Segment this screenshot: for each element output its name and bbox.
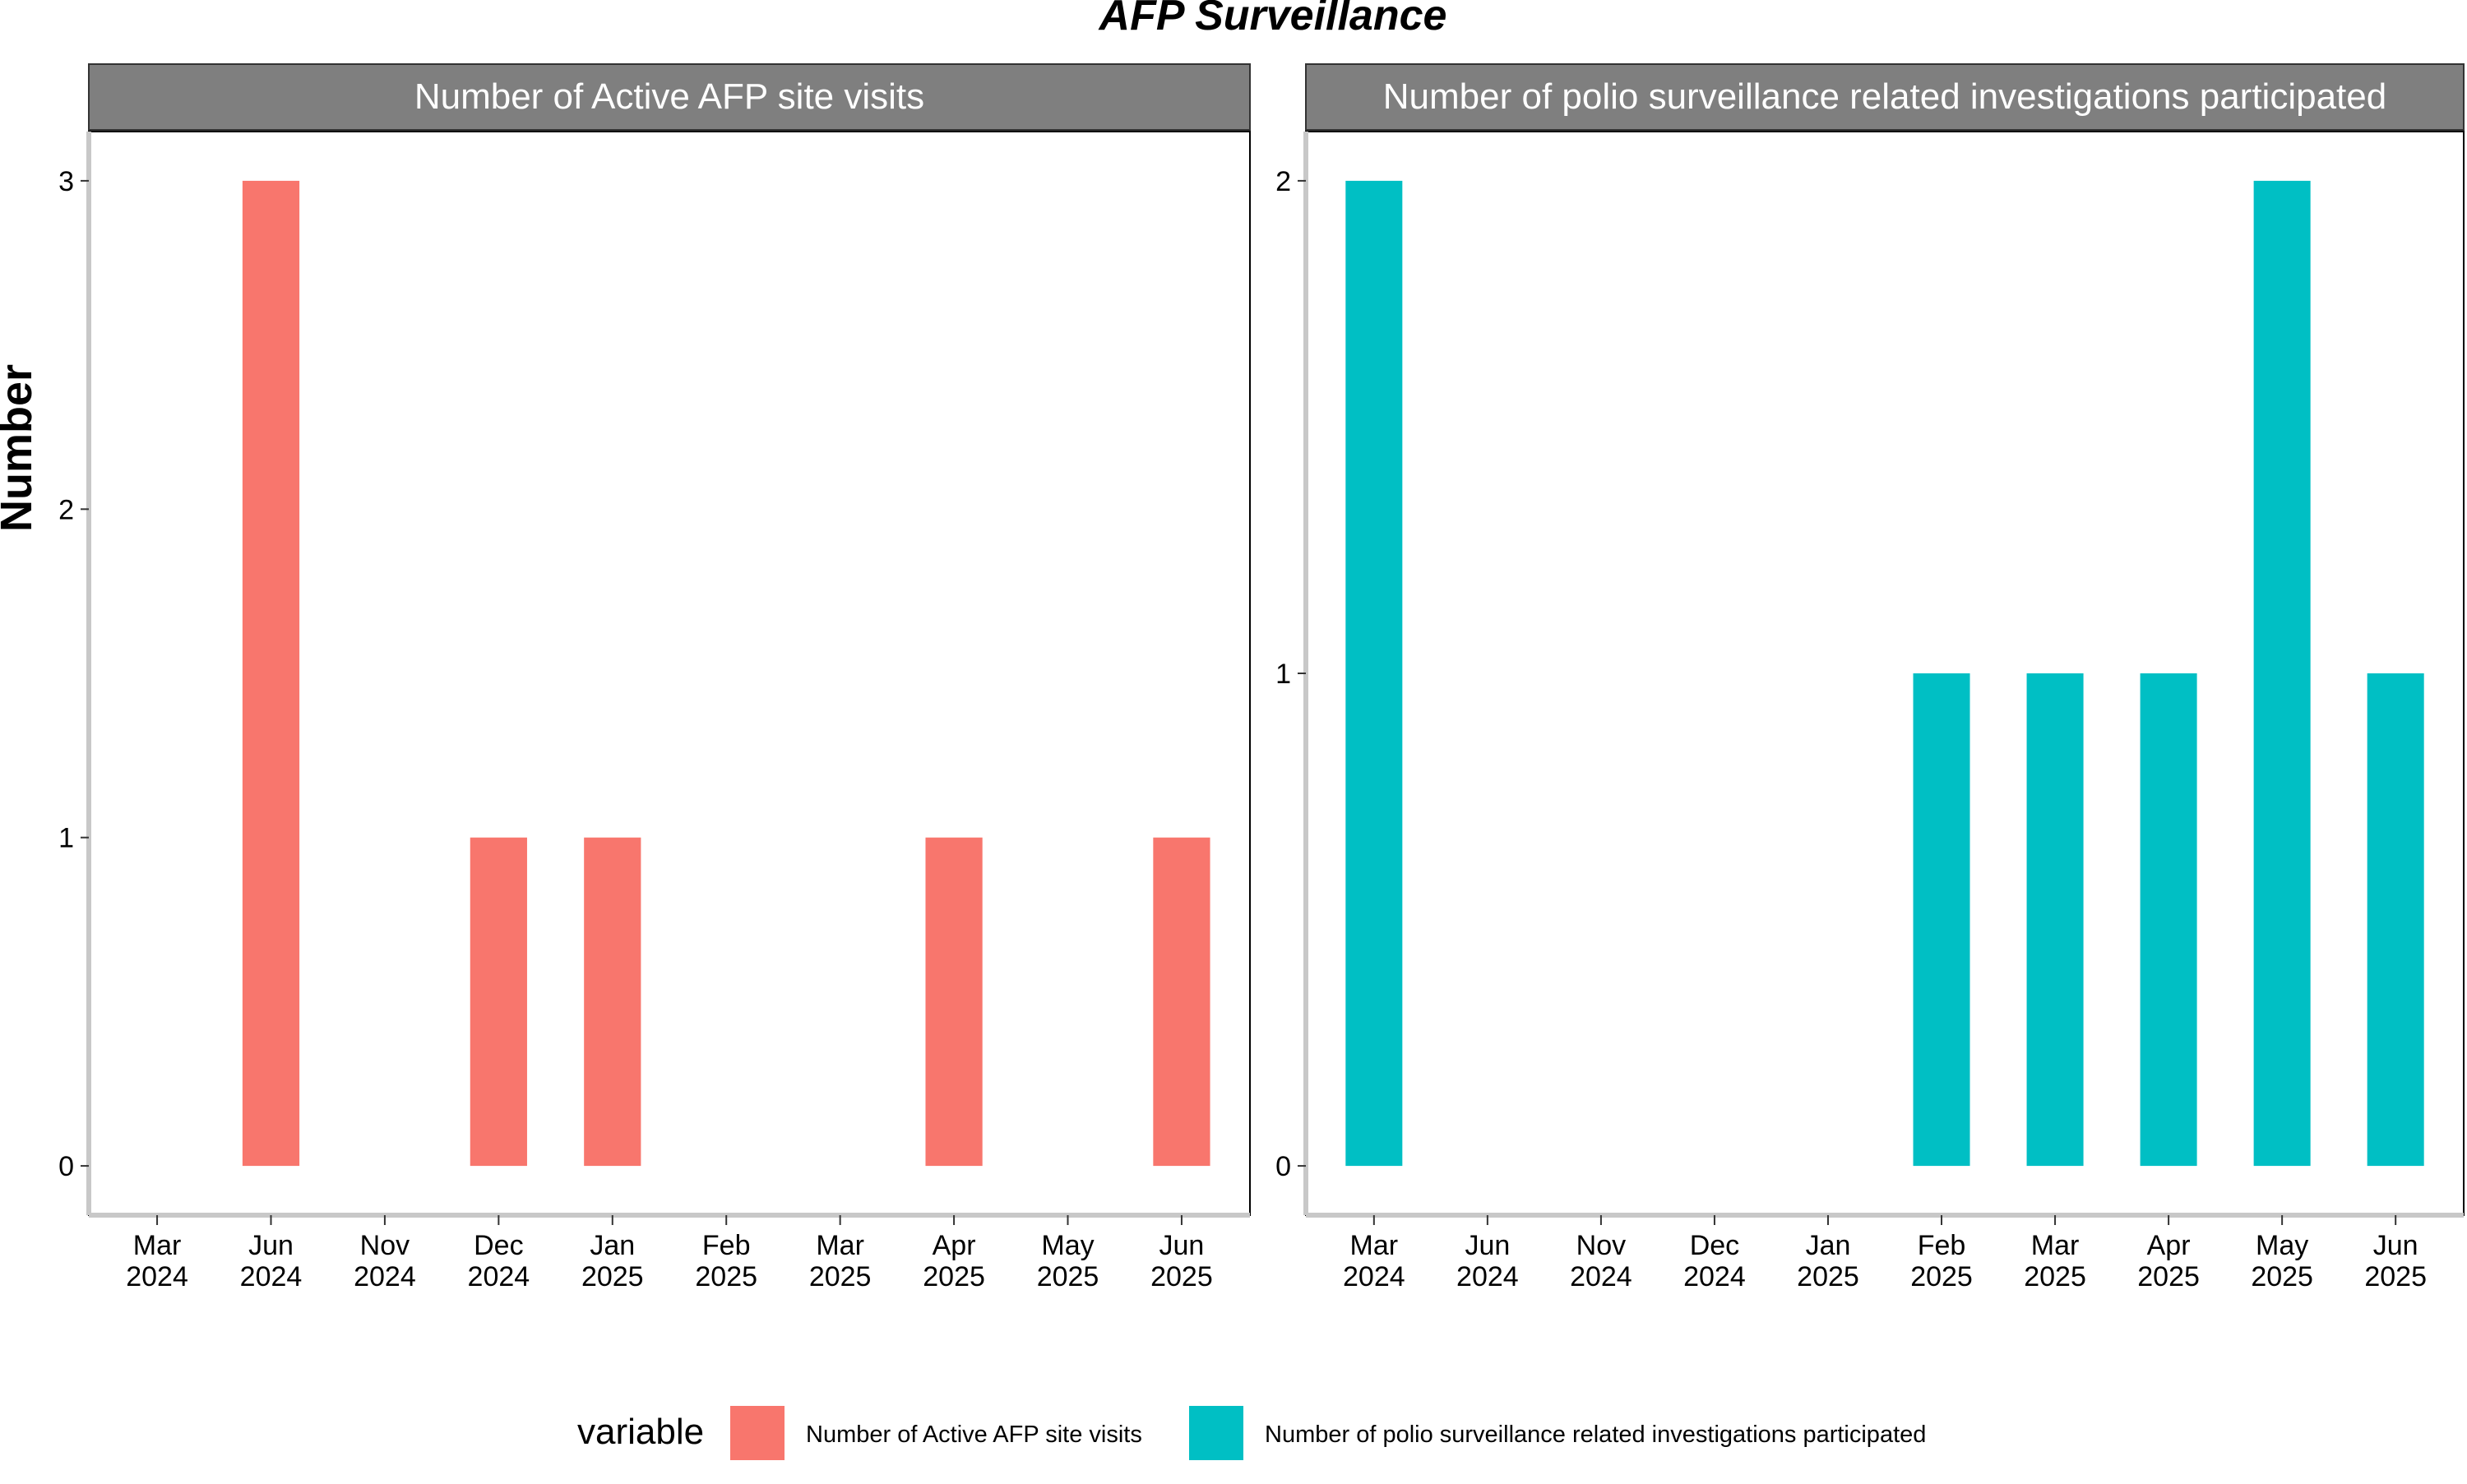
panel-title: Number of polio surveillance related inv… — [1383, 76, 2386, 117]
x-tick-label-line: Jan — [1806, 1230, 1851, 1261]
panel-2: Number of polio surveillance related inv… — [1275, 63, 2465, 1292]
x-tick-label-line: Jan — [590, 1230, 635, 1261]
y-tick-label: 1 — [58, 823, 74, 854]
x-tick-label-line: Dec — [474, 1230, 523, 1261]
x-tick-label: Mar 2024 — [1343, 1230, 1405, 1292]
legend-key — [1189, 1406, 1243, 1460]
x-tick-label: Jun 2025 — [2364, 1230, 2427, 1292]
legend-title: variable — [577, 1412, 704, 1452]
bar — [2367, 673, 2424, 1167]
y-tick-label: 0 — [58, 1151, 74, 1182]
panel-strip — [88, 63, 1251, 131]
bar — [2026, 673, 2084, 1167]
x-tick-label: May 2025 — [1037, 1230, 1099, 1292]
x-tick-label: Feb 2025 — [1910, 1230, 1973, 1292]
x-tick-label-line: Jun — [1465, 1230, 1510, 1261]
x-tick-label-line: 2024 — [126, 1261, 188, 1292]
y-tick-label: 2 — [1275, 166, 1291, 197]
x-tick-label: Jan 2025 — [1797, 1230, 1859, 1292]
bar — [1153, 837, 1210, 1167]
x-tick-label-line: Mar — [1350, 1230, 1399, 1261]
x-tick-label-line: 2025 — [2137, 1261, 2200, 1292]
x-tick-label: Jun 2024 — [1456, 1230, 1519, 1292]
legend-label: Number of polio surveillance related inv… — [1265, 1422, 1926, 1448]
x-tick-label-line: Jun — [2373, 1230, 2418, 1261]
x-tick-label-line: 2024 — [354, 1261, 416, 1292]
x-tick-label: Jun 2024 — [240, 1230, 303, 1292]
x-tick-label: Jan 2025 — [581, 1230, 644, 1292]
x-tick-label-line: May — [2256, 1230, 2308, 1261]
x-tick-label: Apr 2025 — [2137, 1230, 2200, 1292]
x-tick-label: Nov 2024 — [1570, 1230, 1632, 1292]
x-tick-label-line: Feb — [702, 1230, 751, 1261]
x-tick-label-line: 2025 — [809, 1261, 872, 1292]
x-tick-label-line: 2024 — [1456, 1261, 1519, 1292]
y-tick-label: 0 — [1275, 1151, 1291, 1182]
x-tick-label-line: Mar — [2031, 1230, 2080, 1261]
legend-label: Number of Active AFP site visits — [806, 1422, 1142, 1448]
x-tick-label-line: 2024 — [1570, 1261, 1632, 1292]
x-tick-label: Feb 2025 — [695, 1230, 757, 1292]
x-tick-label-line: 2025 — [2024, 1261, 2086, 1292]
x-tick-label-line: Apr — [2147, 1230, 2191, 1261]
legend-key — [730, 1406, 785, 1460]
bar — [2140, 673, 2197, 1167]
x-tick-label-line: Mar — [133, 1230, 182, 1261]
x-tick-label-line: 2024 — [1343, 1261, 1405, 1292]
x-tick-label-line: 2025 — [1797, 1261, 1859, 1292]
bar — [2253, 180, 2311, 1167]
x-tick-label-line: 2025 — [695, 1261, 757, 1292]
legend: variable Number of Active AFP site visits… — [577, 1406, 1926, 1460]
bar — [584, 837, 641, 1167]
x-tick-label-line: 2025 — [1150, 1261, 1213, 1292]
x-tick-label: Apr 2025 — [923, 1230, 985, 1292]
y-axis-label: Number — [0, 364, 41, 532]
x-tick-label: Mar 2025 — [2024, 1230, 2086, 1292]
x-tick-label-line: May — [1041, 1230, 1094, 1261]
bar — [925, 837, 983, 1167]
x-tick-label-line: 2025 — [2364, 1261, 2427, 1292]
x-tick-label: Mar 2025 — [809, 1230, 872, 1292]
x-tick-label: May 2025 — [2251, 1230, 2313, 1292]
x-tick-label-line: Jun — [1159, 1230, 1205, 1261]
x-tick-label-line: 2024 — [468, 1261, 530, 1292]
x-tick-label-line: 2025 — [581, 1261, 644, 1292]
x-tick-label: Dec 2024 — [1683, 1230, 1746, 1292]
x-tick-label: Nov 2024 — [354, 1230, 416, 1292]
x-tick-label-line: Dec — [1690, 1230, 1739, 1261]
x-tick-label: Dec 2024 — [468, 1230, 530, 1292]
x-tick-label-line: Apr — [933, 1230, 976, 1261]
panel-strip — [1305, 63, 2465, 131]
x-tick-label-line: Feb — [1918, 1230, 1966, 1261]
x-tick-label-line: 2024 — [1683, 1261, 1746, 1292]
x-tick-label-line: Mar — [816, 1230, 864, 1261]
x-tick-label-line: Jun — [248, 1230, 294, 1261]
bar — [242, 180, 300, 1167]
x-tick-label-line: Nov — [1576, 1230, 1626, 1261]
x-tick-label-line: Nov — [360, 1230, 410, 1261]
bar — [470, 837, 527, 1167]
bar — [1913, 673, 1970, 1167]
x-tick-label-line: 2025 — [2251, 1261, 2313, 1292]
x-tick-label: Jun 2025 — [1150, 1230, 1213, 1292]
y-tick-label: 3 — [58, 166, 74, 197]
bar — [1345, 180, 1403, 1167]
chart-title: AFP Surveillance — [1098, 0, 1447, 39]
x-tick-label-line: 2025 — [1910, 1261, 1973, 1292]
y-tick-label: 2 — [58, 494, 74, 525]
x-tick-label-line: 2025 — [1037, 1261, 1099, 1292]
x-tick-label-line: 2024 — [240, 1261, 303, 1292]
y-tick-label: 1 — [1275, 659, 1291, 690]
x-tick-label: Mar 2024 — [126, 1230, 188, 1292]
panel-title: Number of Active AFP site visits — [414, 76, 924, 117]
x-tick-label-line: 2025 — [923, 1261, 985, 1292]
